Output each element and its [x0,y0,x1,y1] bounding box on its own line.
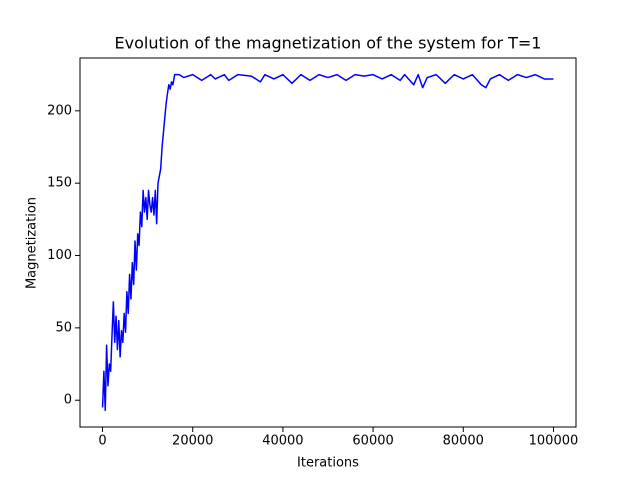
y-tick-label: 0 [64,393,72,408]
y-tick-label: 150 [47,176,72,191]
y-tick-label: 100 [47,248,72,263]
axes-frame [79,57,577,428]
y-tick-label: 200 [47,103,72,118]
x-tick-label: 80000 [443,434,484,449]
x-tick-label: 60000 [352,434,393,449]
x-tick-label: 40000 [262,434,303,449]
x-tick-label: 0 [98,434,106,449]
x-tick-label: 20000 [172,434,213,449]
x-axis-label: Iterations [297,456,359,471]
y-tick-label: 50 [55,320,72,335]
data-line [101,73,554,412]
x-tick-label: 100000 [529,434,579,449]
chart-title: Evolution of the magnetization of the sy… [115,34,542,53]
y-axis-label: Magnetization [25,197,40,289]
